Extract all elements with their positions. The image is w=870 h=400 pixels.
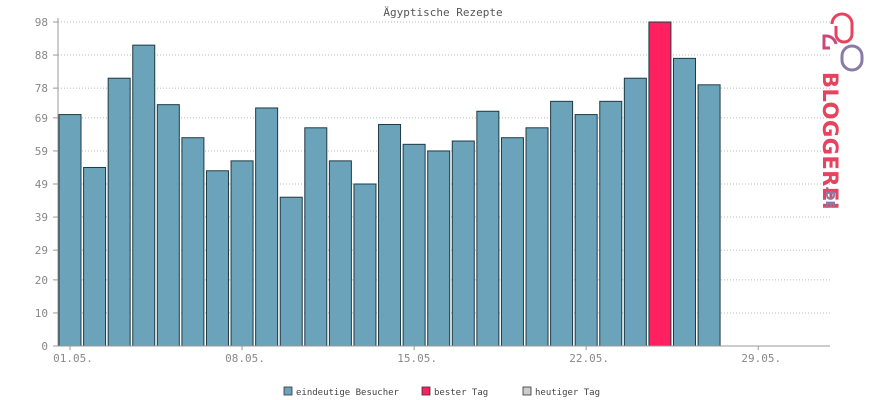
bar <box>58 114 82 347</box>
bar <box>574 114 598 347</box>
bar <box>525 127 549 347</box>
bar <box>328 160 352 347</box>
x-tick-label: 15.05. <box>397 352 437 365</box>
bloggerei-logo-suffix: .DE <box>823 186 837 209</box>
legend-swatch <box>522 386 532 396</box>
bar <box>427 150 451 347</box>
bar <box>402 143 426 347</box>
bar <box>132 44 156 347</box>
bar <box>156 104 180 347</box>
legend-swatch <box>421 386 431 396</box>
bar <box>255 107 279 347</box>
x-axis-ticks: 01.05. 08.05. 15.05. 22.05. 29.05. <box>53 346 781 365</box>
bar <box>623 77 647 347</box>
y-tick-label: 78 <box>35 82 48 95</box>
y-tick-label: 49 <box>35 178 48 191</box>
bloggerei-logo-icon <box>822 12 864 72</box>
bar <box>673 57 696 347</box>
y-tick-label: 88 <box>35 49 48 62</box>
bar <box>476 110 500 347</box>
bar <box>279 196 303 347</box>
x-tick-label: 08.05. <box>225 352 265 365</box>
bar <box>107 77 131 347</box>
y-tick-label: 59 <box>35 145 48 158</box>
x-tick-label: 29.05. <box>741 352 781 365</box>
bar <box>230 160 254 347</box>
legend: eindeutige Besucher bester Tag heutiger Ta… <box>283 386 600 398</box>
y-tick-label: 0 <box>41 340 48 353</box>
axes <box>57 18 830 347</box>
bar <box>205 170 229 347</box>
y-tick-label: 69 <box>35 112 48 125</box>
bar <box>500 137 524 347</box>
y-tick-label: 39 <box>35 211 48 224</box>
bar <box>304 127 328 347</box>
legend-swatch <box>283 386 293 396</box>
bar <box>181 137 205 347</box>
bar <box>697 84 721 347</box>
bar <box>599 100 623 347</box>
y-tick-label: 10 <box>35 307 48 320</box>
legend-label: heutiger Tag <box>535 388 600 398</box>
bar-best-day <box>648 21 672 347</box>
y-tick-label: 29 <box>35 244 48 257</box>
bloggerei-logo-text: BLOGGEREI <box>818 72 842 210</box>
legend-label: eindeutige Besucher <box>296 388 400 398</box>
bars <box>58 21 721 347</box>
bar <box>451 140 475 347</box>
bar <box>353 183 377 347</box>
y-axis-ticks: 0 10 20 29 39 49 59 69 78 88 98 <box>35 16 58 353</box>
legend-label: bester Tag <box>434 388 488 398</box>
y-tick-label: 98 <box>35 16 48 29</box>
bar <box>378 123 402 347</box>
bar <box>83 166 107 347</box>
chart-title: Ägyptische Rezepte <box>383 6 502 19</box>
y-tick-label: 20 <box>35 274 48 287</box>
x-tick-label: 01.05. <box>53 352 93 365</box>
bloggerei-logo: BLOGGEREI .DE <box>818 12 864 210</box>
x-tick-label: 22.05. <box>569 352 609 365</box>
bar <box>550 100 574 347</box>
